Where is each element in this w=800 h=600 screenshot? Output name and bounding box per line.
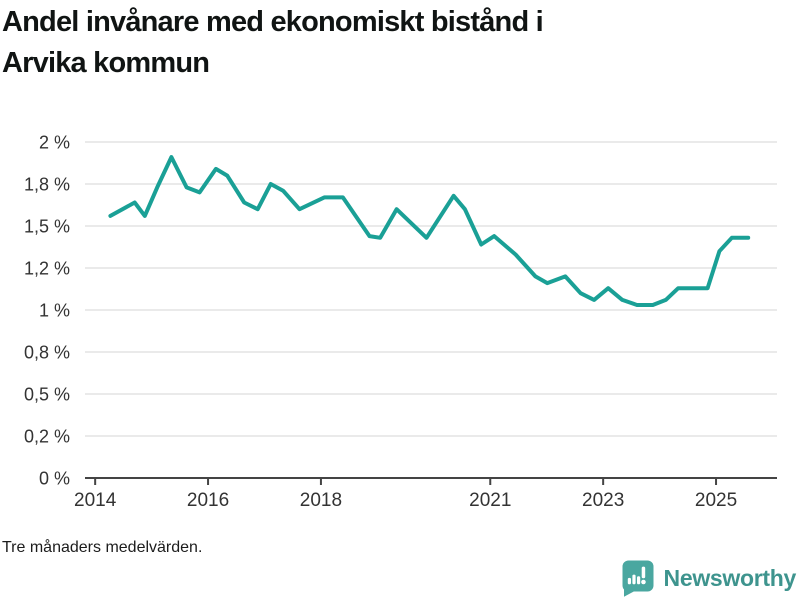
y-axis-tick-label: 1,2 % xyxy=(24,259,70,279)
newsworthy-logo[interactable]: Newsworthy xyxy=(620,559,796,597)
icon-exclamation-bar xyxy=(641,566,645,579)
icon-bar-1 xyxy=(627,577,631,585)
y-axis-tick-label: 2 % xyxy=(39,133,70,153)
icon-exclamation-dot xyxy=(640,579,646,585)
x-axis-tick-label: 2016 xyxy=(187,490,229,511)
y-axis-tick-label: 1,5 % xyxy=(24,217,70,237)
x-axis-tick-label: 2023 xyxy=(582,490,624,511)
icon-bar-2 xyxy=(631,574,636,585)
x-axis-tick-label: 2014 xyxy=(74,490,117,511)
page-title: Andel invånare med ekonomiskt bistånd i … xyxy=(2,2,722,84)
page-title-line-1: Andel invånare med ekonomiskt bistånd i xyxy=(2,6,544,38)
y-axis-tick-label: 1,8 % xyxy=(24,175,70,195)
x-axis-tick-label: 2025 xyxy=(695,490,737,511)
newsworthy-icon xyxy=(622,560,654,597)
y-axis-tick-label: 0,8 % xyxy=(24,343,70,363)
page-title-line-2: Arvika kommun xyxy=(2,47,210,79)
y-axis-tick-label: 0,2 % xyxy=(24,427,70,447)
icon-bar-3 xyxy=(636,576,640,585)
line-chart-canvas: 0 % 0,2 % 0,5 % 0,8 % 1 % 1,2 % 1,5 % 1,8 % 2 % 2… xyxy=(24,133,777,511)
y-axis-tick-label: 1 % xyxy=(39,301,70,321)
x-axis-tick-label: 2018 xyxy=(300,490,342,511)
x-axis-tick-label: 2021 xyxy=(469,490,511,511)
chart-footnote: Tre månaders medelvärden. xyxy=(2,539,203,556)
data-series-line xyxy=(108,155,751,307)
line-chart: 0 % 0,2 % 0,5 % 0,8 % 1 % 1,2 % 1,5 % 1,8 % 2 % 2… xyxy=(0,120,800,520)
y-axis-tick-label: 0 % xyxy=(39,469,70,489)
newsworthy-wordmark[interactable]: Newsworthy xyxy=(663,564,797,591)
y-axis-tick-label: 0,5 % xyxy=(24,385,70,405)
